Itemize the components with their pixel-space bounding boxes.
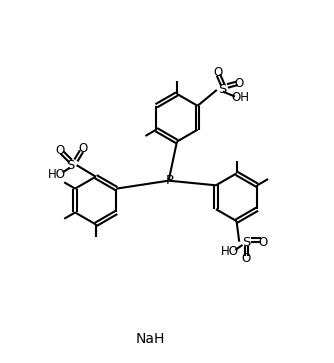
Text: S: S	[66, 159, 75, 172]
Text: O: O	[214, 66, 223, 79]
Text: HO: HO	[48, 168, 66, 181]
Text: O: O	[259, 236, 268, 249]
Text: O: O	[242, 252, 251, 265]
Text: S: S	[242, 236, 251, 249]
Text: OH: OH	[232, 91, 249, 104]
Text: O: O	[55, 144, 65, 157]
Text: O: O	[78, 142, 88, 155]
Text: NaH: NaH	[136, 332, 165, 346]
Text: O: O	[235, 77, 244, 90]
Text: HO: HO	[221, 245, 239, 258]
Text: S: S	[218, 83, 227, 96]
Text: P: P	[166, 174, 174, 187]
